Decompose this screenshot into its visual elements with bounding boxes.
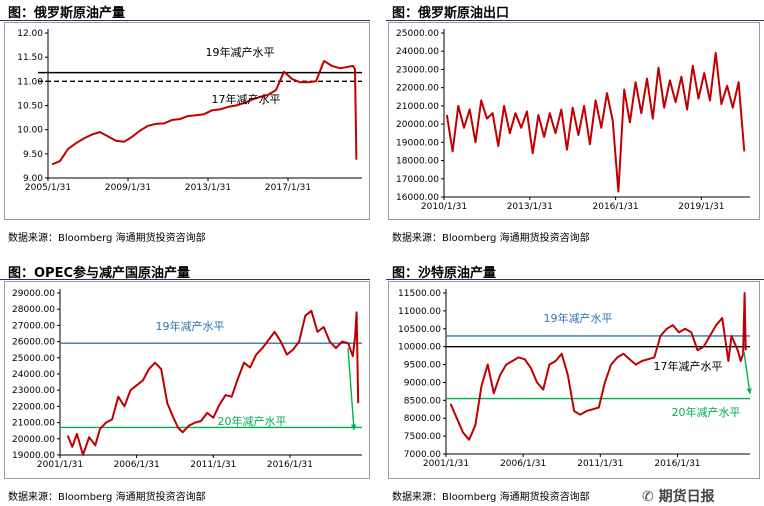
y-tick-label: 23000.00 <box>12 386 55 396</box>
y-tick-label: 26000.00 <box>12 338 55 348</box>
y-tick-label: 28000.00 <box>12 305 55 315</box>
y-tick-label: 8500.00 <box>404 396 441 406</box>
x-tick-label: 2001/1/31 <box>423 459 469 469</box>
y-tick-label: 21000.00 <box>396 102 439 112</box>
y-tick-label: 20000.00 <box>12 435 55 445</box>
x-tick-label: 2009/1/31 <box>105 183 151 193</box>
cut-arrow <box>347 347 355 431</box>
watermark-text: 期货日报 <box>658 489 715 505</box>
source-note: 数据来源：Bloomberg 海通期货投资咨询部 <box>8 233 206 244</box>
watermark: ✆ 期货日报 <box>642 486 715 506</box>
y-tick-label: 8000.00 <box>404 414 441 424</box>
source-note: 数据来源：Bloomberg 海通期货投资咨询部 <box>392 233 590 244</box>
y-tick-label: 12.00 <box>17 29 43 39</box>
title-rule <box>386 20 764 21</box>
source-note: 数据来源：Bloomberg 海通期货投资咨询部 <box>392 492 590 503</box>
x-tick-label: 2016/1/31 <box>593 202 639 212</box>
y-tick-label: 23000.00 <box>396 65 439 75</box>
chart-frame <box>388 22 760 220</box>
source-note: 数据来源：Bloomberg 海通期货投资咨询部 <box>8 492 206 503</box>
ref-label-19: 19年减产水平 <box>544 311 613 325</box>
y-tick-label: 10.50 <box>17 102 43 112</box>
y-tick-label: 29000.00 <box>12 289 55 299</box>
panel-title: 图：俄罗斯原油产量 <box>8 6 126 21</box>
x-tick-label: 2005/1/31 <box>25 183 71 193</box>
x-tick-label: 2010/1/31 <box>421 202 467 212</box>
x-tick-label: 2006/1/31 <box>500 459 546 469</box>
x-tick-label: 2001/1/31 <box>37 460 83 470</box>
series-line <box>51 60 358 166</box>
y-tick-label: 9.00 <box>23 174 43 184</box>
y-tick-label: 7000.00 <box>404 450 441 460</box>
x-tick-label: 2019/1/31 <box>678 202 724 212</box>
series-line <box>449 292 747 441</box>
series-line <box>445 52 746 193</box>
title-rule <box>386 279 764 280</box>
x-tick-label: 2013/1/31 <box>185 183 231 193</box>
y-tick-label: 19000.00 <box>396 138 439 148</box>
x-tick-label: 2006/1/31 <box>114 460 160 470</box>
y-tick-label: 21000.00 <box>12 419 55 429</box>
y-tick-label: 25000.00 <box>396 29 439 39</box>
y-tick-label: 7500.00 <box>404 432 441 442</box>
wechat-icon: ✆ <box>642 489 659 505</box>
y-tick-label: 18000.00 <box>396 157 439 167</box>
ref-label-20: 20年减产水平 <box>218 414 287 428</box>
y-tick-label: 24000.00 <box>12 370 55 380</box>
y-tick-label: 20000.00 <box>396 120 439 130</box>
panel-title: 图：沙特原油产量 <box>392 266 497 281</box>
ref-label-19: 19年减产水平 <box>156 319 225 333</box>
y-tick-label: 10000.00 <box>398 343 441 353</box>
cut-arrow-head <box>351 424 357 430</box>
y-tick-label: 22000.00 <box>12 402 55 412</box>
y-tick-label: 19000.00 <box>12 451 55 461</box>
panel-title: 图：OPEC参与减产国原油产量 <box>8 266 191 281</box>
x-tick-label: 2011/1/31 <box>577 459 623 469</box>
y-tick-label: 11500.00 <box>398 289 441 299</box>
title-rule <box>0 279 370 280</box>
x-tick-label: 2011/1/31 <box>190 460 236 470</box>
y-tick-label: 10.00 <box>17 126 43 136</box>
y-tick-label: 24000.00 <box>396 47 439 57</box>
y-tick-label: 10500.00 <box>398 325 441 335</box>
y-tick-label: 9500.00 <box>404 361 441 371</box>
y-tick-label: 11.50 <box>17 53 43 63</box>
x-tick-label: 2016/1/31 <box>267 460 313 470</box>
cut-arrow-head <box>746 388 752 394</box>
x-tick-label: 2017/1/31 <box>265 183 311 193</box>
title-rule <box>0 20 370 21</box>
chart-frame <box>4 22 370 220</box>
y-tick-label: 25000.00 <box>12 354 55 364</box>
ref-label-20: 20年减产水平 <box>672 405 741 419</box>
y-tick-label: 17000.00 <box>396 175 439 185</box>
ref-label-17: 17年减产水平 <box>654 359 723 373</box>
ref-label-17: 17年减产水平 <box>212 92 281 106</box>
y-tick-label: 9000.00 <box>404 378 441 388</box>
y-tick-label: 9.50 <box>23 150 43 160</box>
chart-frame <box>388 281 760 479</box>
series-line <box>66 309 360 456</box>
y-tick-label: 11000.00 <box>398 307 441 317</box>
x-tick-label: 2016/1/31 <box>654 459 700 469</box>
panel-title: 图：俄罗斯原油出口 <box>392 6 510 21</box>
ref-label-19: 19年减产水平 <box>206 45 275 59</box>
y-tick-label: 22000.00 <box>396 84 439 94</box>
y-tick-label: 27000.00 <box>12 321 55 331</box>
cut-arrow <box>743 351 751 395</box>
y-tick-label: 11.00 <box>17 77 43 87</box>
x-tick-label: 2013/1/31 <box>507 202 553 212</box>
y-tick-label: 16000.00 <box>396 193 439 203</box>
